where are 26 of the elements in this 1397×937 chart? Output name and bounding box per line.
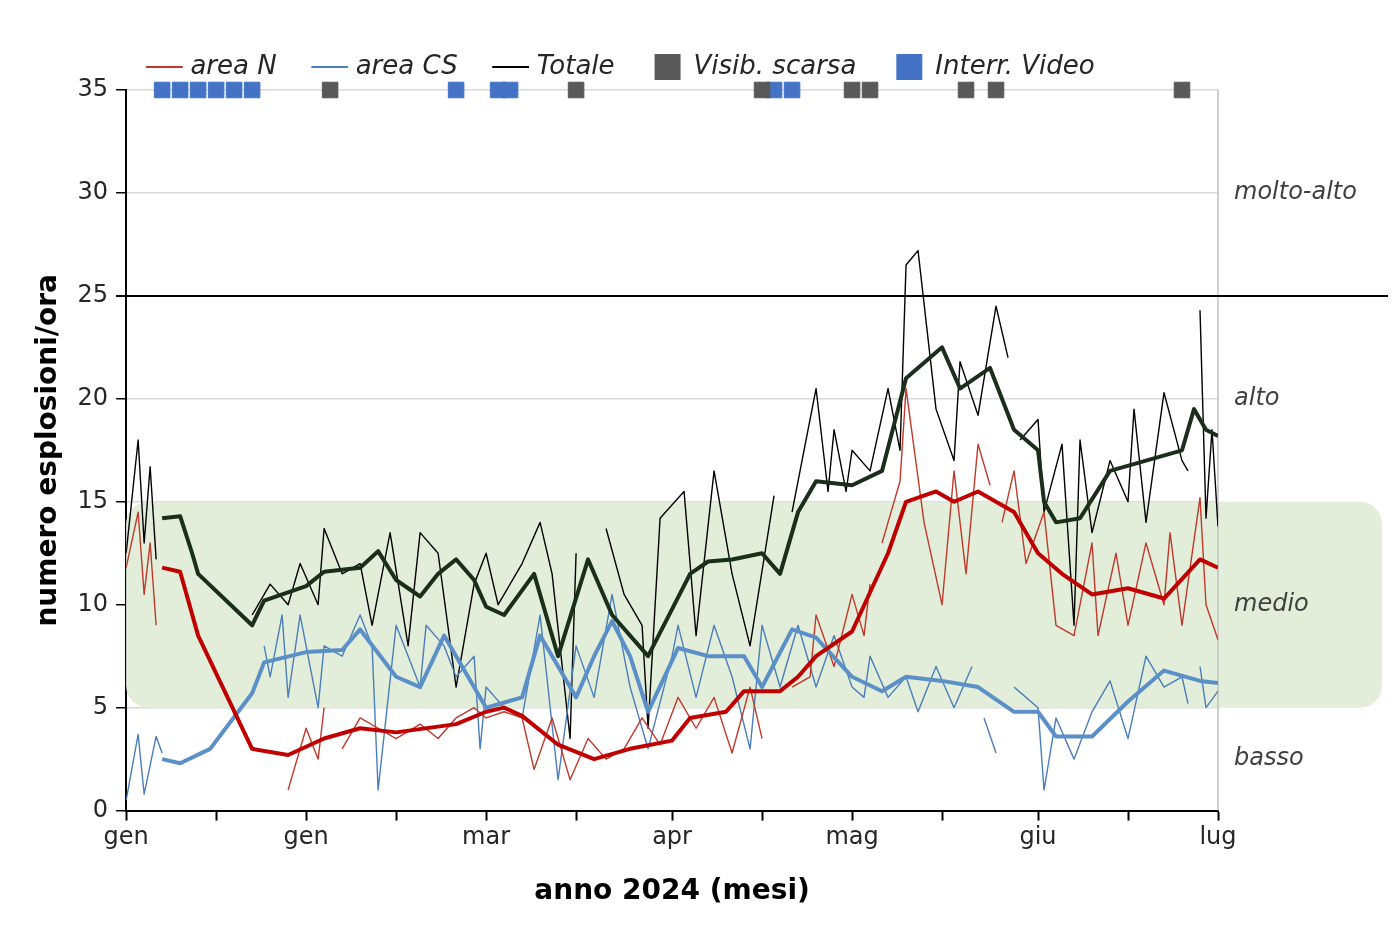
- legend-label: area CS: [355, 49, 458, 80]
- band-label: medio: [1234, 588, 1309, 617]
- y-tick-label: 5: [92, 691, 109, 720]
- x-tick-label: gen: [283, 822, 329, 851]
- y-tick-label: 10: [77, 588, 109, 617]
- y-tick-label: 15: [77, 486, 109, 515]
- y-tick-label: 0: [92, 794, 109, 823]
- text: basso: [1234, 743, 1304, 772]
- y-tick-label: 30: [77, 177, 109, 206]
- y-axis-title: numero esplosioni/ora: [30, 274, 64, 627]
- legend-label: Visib. scarsa: [693, 49, 857, 80]
- legend-label: Totale: [536, 49, 615, 80]
- x-axis-title: anno 2024 (mesi): [534, 873, 810, 907]
- y-tick-label: 20: [77, 383, 109, 412]
- x-tick-label: mar: [462, 822, 511, 851]
- x-tick-label: mag: [825, 822, 879, 851]
- y-tick-label: 35: [77, 74, 109, 103]
- x-tick-label: apr: [652, 822, 693, 851]
- legend-label: area N: [190, 49, 277, 80]
- text: alto: [1234, 383, 1280, 412]
- text: molto-alto: [1234, 177, 1357, 206]
- x-tick-label: lug: [1199, 822, 1237, 851]
- legend-label: Interr. Video: [935, 49, 1095, 80]
- x-tick-label: giu: [1019, 822, 1057, 851]
- x-tick-label: gen: [103, 822, 149, 851]
- y-tick-label: 25: [77, 280, 109, 309]
